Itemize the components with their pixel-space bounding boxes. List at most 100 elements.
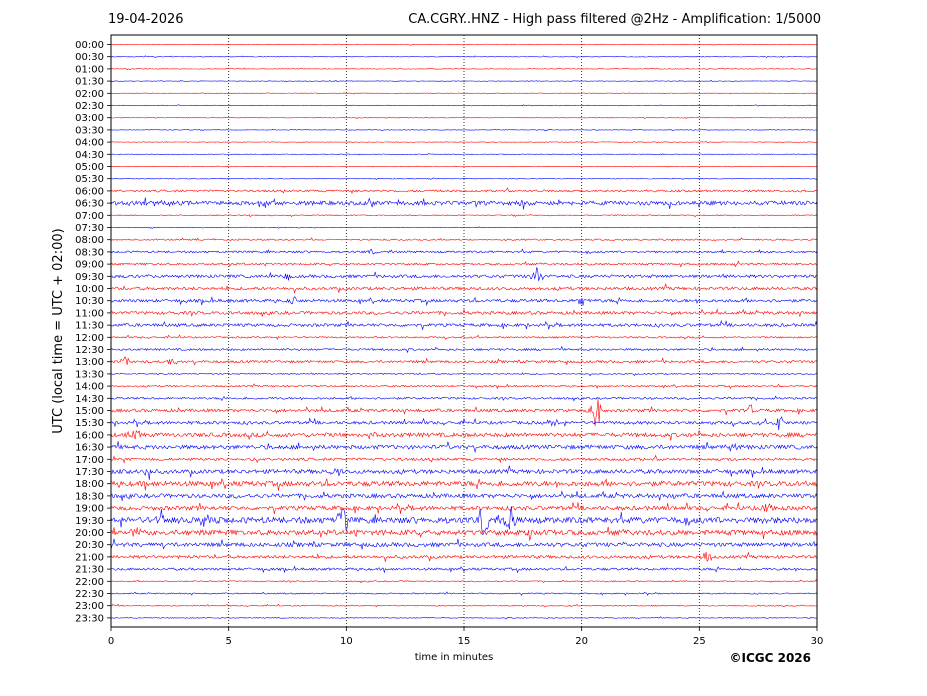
y-tick-label: 14:30 (75, 394, 104, 405)
trace-1700 (110, 454, 818, 464)
y-tick-label: 10:00 (75, 284, 104, 295)
date-label: 19-04-2026 (108, 12, 184, 27)
y-tick-label: 09:00 (75, 260, 104, 271)
y-tick-label: 21:30 (75, 565, 104, 576)
trace-0430 (110, 153, 818, 156)
trace-1030 (110, 296, 818, 307)
trace-1730 (110, 465, 818, 480)
trace-1330 (110, 372, 818, 377)
y-tick-label: 01:00 (75, 64, 104, 75)
trace-0500 (110, 165, 818, 168)
y-tick-label: 15:00 (75, 406, 104, 417)
trace-0200 (110, 92, 818, 95)
y-tick-label: 07:30 (75, 223, 104, 234)
trace-1830 (110, 490, 818, 501)
y-tick-label: 15:30 (75, 418, 104, 429)
y-tick-label: 17:00 (75, 455, 104, 466)
y-tick-label: 04:30 (75, 150, 104, 161)
y-tick-label: 11:00 (75, 308, 104, 319)
trace-1530 (110, 416, 818, 431)
y-tick-label: 00:30 (75, 52, 104, 63)
y-tick-label: 12:30 (75, 345, 104, 356)
y-tick-label: 08:00 (75, 235, 104, 246)
trace-1500 (110, 399, 818, 427)
trace-2000 (110, 526, 818, 542)
y-tick-label: 20:30 (75, 540, 104, 551)
y-tick-label: 11:30 (75, 321, 104, 332)
x-tick-label: 10 (340, 636, 353, 647)
y-tick-label: 00:00 (75, 40, 104, 51)
trace-0530 (110, 177, 818, 180)
y-tick-label: 02:30 (75, 101, 104, 112)
y-tick-label: 06:30 (75, 199, 104, 210)
y-tick-label: 07:00 (75, 211, 104, 222)
trace-0000 (111, 43, 817, 46)
trace-1800 (110, 478, 818, 491)
x-tick-label: 0 (108, 636, 114, 647)
y-tick-label: 18:30 (75, 491, 104, 502)
x-tick-label: 25 (693, 636, 706, 647)
y-tick-label: 23:30 (75, 613, 104, 624)
trace-2130 (110, 565, 818, 574)
x-tick-label: 5 (225, 636, 231, 647)
y-tick-label: 06:00 (75, 186, 104, 197)
trace-0330 (110, 128, 818, 132)
trace-1630 (110, 441, 818, 454)
trace-1000 (110, 283, 818, 295)
trace-1600 (110, 429, 818, 441)
trace-1100 (110, 308, 818, 318)
x-tick-label: 20 (575, 636, 588, 647)
y-tick-label: 22:00 (75, 577, 104, 588)
y-tick-label: 10:30 (75, 296, 104, 307)
trace-0830 (110, 248, 818, 255)
y-axis-label: UTC (local time = UTC + 02:00) (51, 228, 66, 433)
y-tick-label: 03:30 (75, 125, 104, 136)
y-tick-label: 02:00 (75, 89, 104, 100)
trace-1300 (110, 356, 818, 366)
y-tick-label: 19:30 (75, 516, 104, 527)
y-tick-label: 18:00 (75, 479, 104, 490)
trace-0730 (111, 226, 818, 229)
trace-0930 (110, 267, 817, 282)
trace-0800 (110, 237, 818, 242)
trace-2300 (110, 603, 818, 608)
y-tick-label: 23:00 (75, 601, 104, 612)
y-tick-label: 05:00 (75, 162, 104, 173)
trace-0600 (110, 187, 817, 194)
y-tick-label: 13:30 (75, 369, 104, 380)
y-tick-label: 05:30 (75, 174, 104, 185)
trace-0030 (111, 55, 817, 59)
trace-0630 (110, 197, 818, 210)
y-tick-label: 21:00 (75, 552, 104, 563)
trace-2330 (110, 616, 817, 620)
y-tick-label: 17:30 (75, 467, 104, 478)
y-tick-label: 08:30 (75, 247, 104, 258)
trace-1430 (110, 395, 818, 402)
y-tick-label: 20:00 (75, 528, 104, 539)
trace-0900 (110, 260, 818, 268)
trace-2100 (110, 551, 818, 563)
trace-0100 (110, 67, 818, 71)
y-tick-label: 14:00 (75, 382, 104, 393)
y-tick-label: 12:00 (75, 333, 104, 344)
trace-0130 (110, 79, 818, 83)
plot-frame (110, 34, 818, 628)
copyright-label: ©ICGC 2026 (729, 651, 811, 665)
trace-1130 (110, 319, 818, 331)
trace-2030 (110, 538, 818, 550)
y-tick-label: 03:00 (75, 113, 104, 124)
trace-0700 (110, 213, 818, 218)
y-tick-label: 16:30 (75, 443, 104, 454)
trace-0400 (110, 140, 818, 143)
x-tick-label: 30 (811, 636, 824, 647)
trace-2200 (110, 579, 818, 584)
trace-1200 (110, 334, 818, 340)
trace-1900 (110, 502, 818, 515)
trace-0230 (110, 104, 818, 107)
trace-1930 (110, 506, 818, 535)
y-tick-label: 04:00 (75, 138, 104, 149)
trace-1230 (110, 345, 818, 354)
trace-0300 (110, 116, 818, 120)
y-tick-label: 13:00 (75, 357, 104, 368)
